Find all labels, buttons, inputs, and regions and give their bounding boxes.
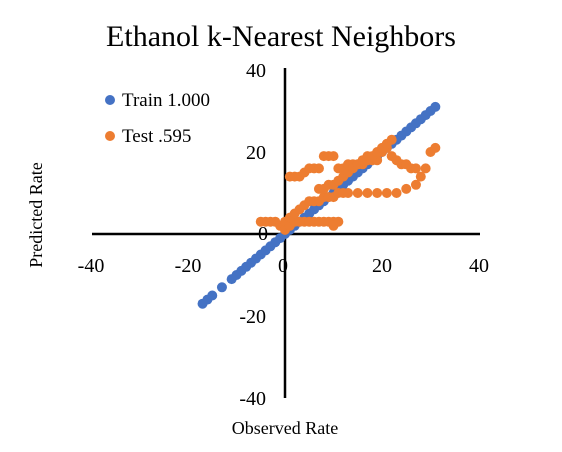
- legend: Train 1.000 Test .595: [105, 90, 210, 147]
- data-points: [197, 101, 441, 309]
- x-tick-label: -20: [175, 255, 202, 277]
- y-axis-label: Predicted Rate: [26, 162, 46, 267]
- data-point: [207, 290, 218, 301]
- legend-label-train: Train 1.000: [122, 90, 210, 111]
- data-point: [362, 188, 373, 198]
- y-tick-label: -20: [239, 306, 266, 328]
- data-point: [391, 188, 402, 198]
- legend-label-test: Test .595: [122, 126, 191, 147]
- legend-marker-train: [105, 95, 115, 105]
- x-tick-label: 0: [278, 255, 288, 277]
- data-point: [410, 179, 421, 190]
- data-point: [401, 183, 412, 194]
- data-point: [352, 188, 363, 198]
- y-tick-label: 40: [246, 60, 266, 82]
- data-point: [313, 163, 324, 174]
- x-tick-label: -40: [78, 255, 105, 277]
- x-axis-label: Observed Rate: [232, 418, 338, 438]
- data-point: [410, 163, 421, 174]
- data-point: [415, 171, 426, 182]
- data-point: [381, 188, 392, 198]
- chart-title: Ethanol k-Nearest Neighbors: [106, 20, 456, 53]
- data-point: [216, 282, 227, 293]
- data-point: [430, 101, 441, 112]
- y-tick-label: 20: [246, 142, 266, 164]
- x-tick-label: 20: [372, 255, 392, 277]
- series-1: [255, 134, 441, 235]
- data-point: [328, 220, 339, 231]
- legend-marker-test: [105, 131, 115, 141]
- data-point: [372, 188, 383, 198]
- data-point: [420, 163, 431, 174]
- data-point: [328, 151, 339, 162]
- x-tick-label: 40: [469, 255, 489, 277]
- tick-labels: -40 -20 0 20 40 40 20 -20 -40 0: [78, 60, 489, 410]
- data-point: [386, 134, 397, 145]
- y-tick-label: -40: [239, 388, 266, 410]
- data-point: [430, 142, 441, 153]
- y-tick-label: 0: [258, 223, 268, 245]
- data-point: [343, 188, 354, 198]
